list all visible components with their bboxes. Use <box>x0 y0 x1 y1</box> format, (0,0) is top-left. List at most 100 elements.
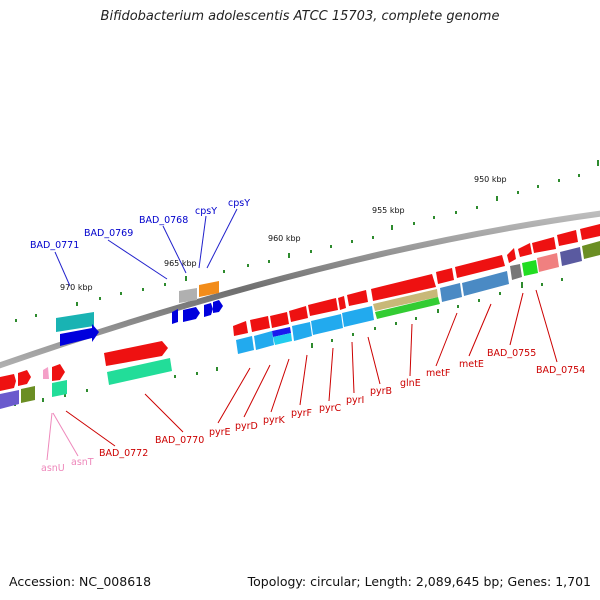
gene-label-trna: asnT <box>71 457 94 468</box>
gene-bad-0755[interactable] <box>518 243 532 257</box>
gene-olive[interactable] <box>582 241 600 259</box>
gene-small-blue[interactable] <box>183 307 200 322</box>
kbp-label: 965 kbp <box>164 259 197 268</box>
gene-pyrd[interactable] <box>250 316 270 332</box>
genome-info-label: Topology: circular; Length: 2,089,645 bp… <box>247 574 591 589</box>
kbp-label: 950 kbp <box>474 175 507 184</box>
accession-label: Accession: NC_008618 <box>9 574 152 589</box>
tick <box>86 389 88 392</box>
gene-pyr-cyan[interactable] <box>254 331 274 350</box>
gene-grey[interactable] <box>510 264 522 280</box>
gene-purple[interactable] <box>560 247 582 266</box>
tick <box>496 196 498 201</box>
gene-pyr-cyan[interactable] <box>273 333 292 345</box>
kbp-label: 970 kbp <box>60 283 93 292</box>
tick <box>455 211 457 214</box>
gene-pyr-cyan[interactable] <box>236 336 254 354</box>
gene-glne-c[interactable] <box>375 297 440 319</box>
gene-pyri[interactable] <box>338 296 346 310</box>
tick <box>351 240 353 243</box>
tick <box>372 236 374 239</box>
gene-label-bottom: pyrK <box>263 415 286 426</box>
gene-pyr-cyan[interactable] <box>311 314 343 335</box>
gene-label-bottom: pyrI <box>346 395 364 406</box>
gene-metf-b[interactable] <box>440 283 462 302</box>
tick <box>578 174 580 177</box>
gene-left-olive[interactable] <box>21 386 35 403</box>
gene-label-top: BAD_0768 <box>139 215 188 226</box>
gene-bad-0771-b[interactable] <box>60 324 99 346</box>
gene-extra[interactable] <box>580 224 600 240</box>
gene-pyrk[interactable] <box>270 312 289 328</box>
leader-line <box>46 412 53 461</box>
tick <box>164 283 166 286</box>
gene-asnt[interactable] <box>52 380 67 397</box>
gene-pyrf[interactable] <box>289 306 308 322</box>
gene-bad-0770-b[interactable] <box>107 358 172 385</box>
tick <box>395 322 397 325</box>
gene-label-bottom: BAD_0770 <box>155 435 204 446</box>
gene-label-top: BAD_0769 <box>84 228 133 239</box>
gene-bad-0772[interactable] <box>52 364 65 381</box>
gene-glne-b[interactable] <box>373 289 438 311</box>
gene-asn[interactable] <box>18 370 31 386</box>
gene-label-bottom: BAD_0754 <box>536 365 585 376</box>
gene-green[interactable] <box>522 260 538 276</box>
gene-small-blue[interactable] <box>213 300 223 313</box>
tick <box>499 292 501 295</box>
gene-salmon[interactable] <box>537 253 559 272</box>
tick <box>196 372 198 375</box>
gene-label-bottom: pyrE <box>209 427 231 438</box>
gene-pyrc[interactable] <box>308 298 338 316</box>
gene-bad-0768[interactable] <box>179 288 197 303</box>
gene-pyr-cyan[interactable] <box>292 322 312 341</box>
leader-line <box>144 393 184 433</box>
leader-line <box>52 412 79 457</box>
gene-metf[interactable] <box>436 268 454 284</box>
gene-pyre[interactable] <box>233 321 248 336</box>
tick <box>352 333 354 336</box>
gene-cpsy-1[interactable] <box>199 281 219 297</box>
tick-row-bottom <box>14 278 563 406</box>
tick <box>120 292 122 295</box>
leader-line <box>107 239 168 280</box>
gene-pyr-cyan[interactable] <box>342 306 374 327</box>
upper-strand-genes <box>56 281 223 346</box>
leader-line <box>217 367 251 424</box>
gene-pyrb[interactable] <box>347 290 368 306</box>
gene-bad-0771[interactable] <box>56 312 94 332</box>
leader-line <box>162 225 187 274</box>
gene-bad-0755-a[interactable] <box>507 248 516 263</box>
tick <box>331 339 333 342</box>
gene-extra[interactable] <box>557 230 578 246</box>
tick <box>541 283 543 286</box>
gene-label-bottom: metF <box>426 368 450 379</box>
gene-glne[interactable] <box>371 274 436 301</box>
tick <box>437 309 439 313</box>
tick <box>517 191 519 194</box>
gene-mete[interactable] <box>455 255 505 278</box>
tick <box>174 375 176 378</box>
label-leaders-bottom <box>65 289 558 447</box>
label-leaders-pink <box>46 412 79 461</box>
leader-line <box>198 215 207 269</box>
gene-mete-b[interactable] <box>462 271 509 296</box>
leader-line <box>435 312 458 367</box>
kbp-label: 955 kbp <box>372 206 405 215</box>
tick <box>288 253 290 258</box>
gene-pink-trna[interactable] <box>43 367 49 379</box>
gene-label-trna: asnU <box>41 463 65 474</box>
gene-bad-0772-left[interactable] <box>0 374 16 391</box>
gene-label-bottom: metE <box>459 359 484 370</box>
gene-small-blue[interactable] <box>204 303 213 317</box>
gene-bad-0770[interactable] <box>104 341 168 366</box>
gene-label-bottom: glnE <box>400 378 421 389</box>
leader-line <box>535 289 558 363</box>
tick <box>185 276 187 281</box>
gene-bad-0754[interactable] <box>532 237 556 253</box>
gene-small-blue[interactable] <box>172 309 178 324</box>
gene-pyr-blue[interactable] <box>272 327 291 337</box>
tick <box>42 398 44 402</box>
gene-left-purple[interactable] <box>0 390 19 409</box>
